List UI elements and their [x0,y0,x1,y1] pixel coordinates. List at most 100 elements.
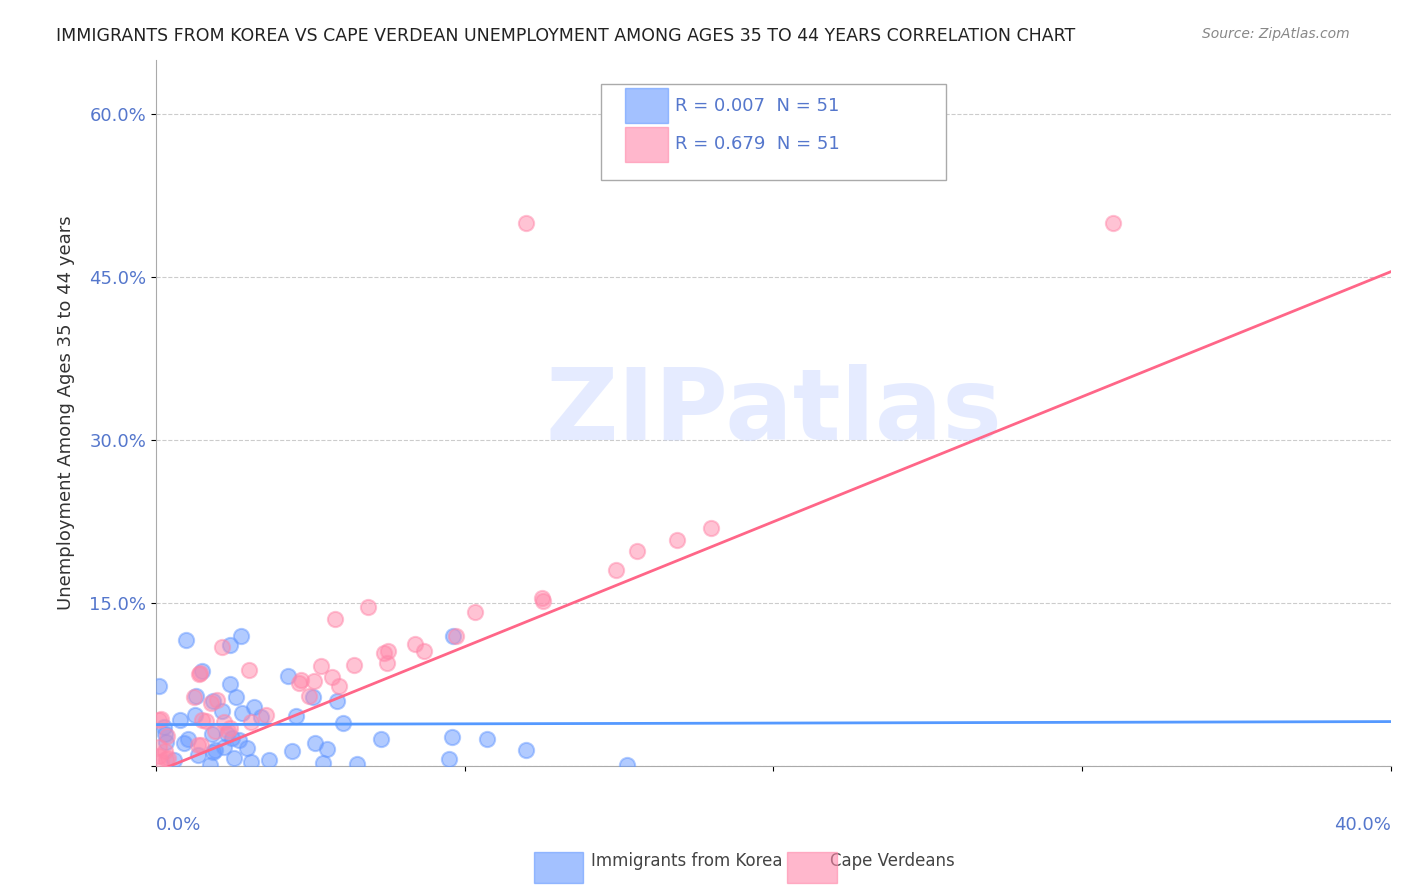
Point [202,745,225,759]
Point [665,533,688,547]
Point [243,700,266,714]
Point [605,563,627,577]
Point [238,663,260,677]
Point [312,756,335,771]
Point [190,739,212,753]
Text: ZIPatlas: ZIPatlas [546,365,1002,461]
Point [700,521,723,535]
Point [191,665,214,679]
Point [211,640,233,655]
Point [231,706,253,720]
Point [149,713,172,727]
Point [187,739,209,753]
Point [162,753,184,767]
Point [288,676,311,690]
Text: R = 0.679  N = 51: R = 0.679 N = 51 [675,136,839,153]
Point [148,679,170,693]
Point [190,713,212,727]
Point [321,670,343,684]
Point [323,612,346,626]
Point [531,593,554,607]
Point [325,694,347,708]
Point [219,677,242,691]
Point [298,689,321,703]
Point [285,709,308,723]
Point [198,757,221,772]
Point [211,705,233,719]
Point [373,646,395,660]
Point [188,667,211,681]
Point [281,744,304,758]
Text: Immigrants from Korea: Immigrants from Korea [591,852,782,870]
Point [184,690,207,704]
Point [148,713,170,727]
Text: Cape Verdeans: Cape Verdeans [830,852,955,870]
Point [153,727,176,741]
Point [302,690,325,704]
Point [214,715,236,730]
Point [316,742,339,756]
Point [148,739,170,754]
Point [187,747,209,762]
Point [221,731,243,746]
Point [205,693,228,707]
FancyBboxPatch shape [626,88,668,123]
Point [204,743,226,757]
Point [475,731,498,746]
Point [342,658,364,673]
Point [1102,216,1125,230]
Point [530,591,553,605]
Point [155,744,177,758]
Point [357,600,380,615]
Point [212,740,235,755]
Point [155,752,177,766]
Point [200,697,222,711]
Point [437,752,460,766]
Point [370,732,392,747]
Text: IMMIGRANTS FROM KOREA VS CAPE VERDEAN UNEMPLOYMENT AMONG AGES 35 TO 44 YEARS COR: IMMIGRANTS FROM KOREA VS CAPE VERDEAN UN… [56,27,1076,45]
Point [626,543,648,558]
Point [156,729,179,743]
Point [377,644,399,658]
Point [173,736,195,750]
Point [177,732,200,747]
Point [174,633,197,648]
Point [201,727,224,741]
Point [239,714,262,729]
Point [222,751,245,765]
Point [155,735,177,749]
Point [304,736,326,750]
Y-axis label: Unemployment Among Ages 35 to 44 years: Unemployment Among Ages 35 to 44 years [58,216,75,610]
Point [217,724,239,739]
Point [464,605,486,619]
Point [441,629,464,643]
Point [148,749,170,764]
Point [240,755,263,769]
Point [228,733,250,747]
Point [183,707,205,722]
Point [150,756,173,770]
Point [195,714,218,728]
Point [183,690,205,705]
Point [169,713,191,727]
Point [236,741,259,756]
Point [157,751,180,765]
Point [218,722,240,736]
Point [375,656,398,670]
Point [231,629,253,643]
Point [225,690,247,705]
Point [413,643,436,657]
Text: Source: ZipAtlas.com: Source: ZipAtlas.com [1202,27,1350,41]
Point [328,679,350,693]
Point [188,666,211,681]
Point [217,727,239,741]
Point [515,216,537,230]
Point [250,710,273,724]
Point [153,720,176,734]
Point [219,638,242,652]
FancyBboxPatch shape [600,85,946,180]
Point [277,668,299,682]
Point [616,758,638,772]
Text: 40.0%: 40.0% [1334,816,1391,834]
Point [441,731,464,745]
